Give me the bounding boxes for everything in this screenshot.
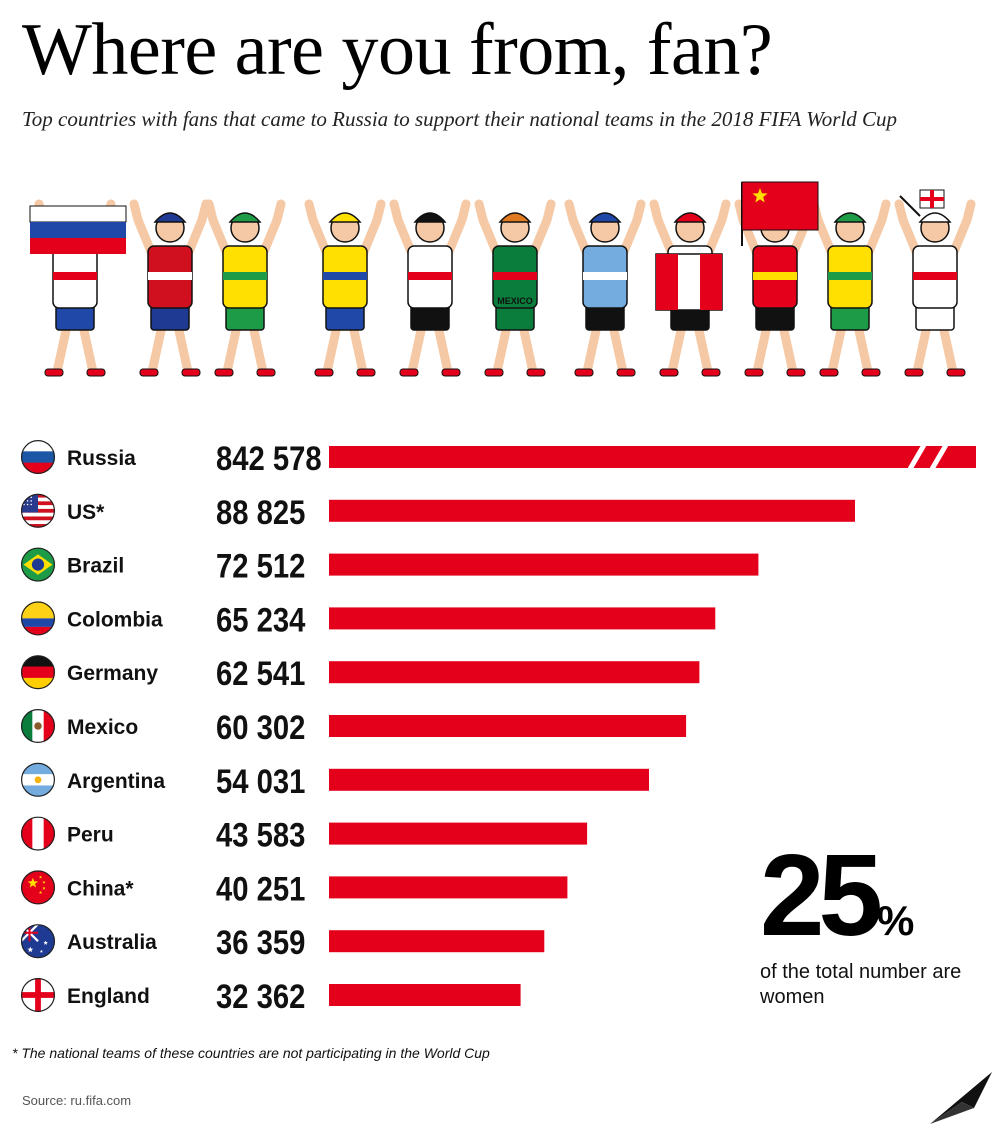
colombia-fan (304, 199, 386, 377)
bar-row-peru: Peru 43 583 (21, 816, 588, 855)
bar (329, 876, 568, 899)
bar-row-us: US* 88 825 (21, 493, 855, 532)
england-flag-pole (899, 189, 945, 217)
mexico-shirt-text: MEXICO (497, 296, 533, 306)
bar-row-argentina: Argentina 54 031 (21, 762, 649, 801)
bar (329, 661, 700, 684)
value-label: 60 302 (216, 708, 305, 747)
australia-flag-icon (21, 924, 55, 959)
women-share-caption: of the total number are women (760, 961, 962, 1008)
category-label: Argentina (67, 770, 165, 793)
category-label: China* (67, 877, 134, 900)
women-share-unit: % (877, 897, 915, 944)
category-label: Brazil (67, 555, 124, 578)
category-label: Mexico (67, 716, 138, 739)
argentina-flag-icon (21, 762, 55, 797)
bar (329, 499, 855, 522)
value-label: 65 234 (216, 600, 306, 639)
peru-flag-icon (21, 816, 55, 851)
bar (329, 822, 588, 845)
bar (329, 930, 545, 953)
source-note: Source: ru.fifa.com (22, 1093, 132, 1108)
value-label: 54 031 (216, 762, 305, 801)
bar (329, 607, 716, 630)
value-label: 842 578 (216, 439, 322, 478)
axis-break-mark (929, 443, 949, 471)
bar (329, 984, 521, 1006)
bar-row-brazil: Brazil 72 512 (21, 547, 759, 586)
value-label: 88 825 (216, 493, 305, 532)
value-label: 72 512 (216, 547, 305, 586)
mexico-fan (474, 199, 556, 377)
bar (329, 446, 976, 468)
value-label: 36 359 (216, 923, 305, 962)
page-title: Where are you from, fan? (22, 9, 773, 91)
us-fan (129, 199, 211, 377)
value-label: 40 251 (216, 869, 305, 908)
fans-illustration: MEXICO (29, 181, 976, 377)
category-label: Colombia (67, 608, 163, 631)
england-flag-icon (21, 978, 55, 1012)
category-label: Germany (67, 662, 158, 685)
china-fan (734, 199, 816, 377)
brazil-fan (204, 199, 286, 377)
sputnik-logo-icon (930, 1072, 992, 1124)
germany-fan (389, 199, 471, 377)
bar-row-germany: Germany 62 541 (21, 654, 700, 693)
russian-flag-banner (29, 205, 127, 254)
bar-row-china: China* 40 251 (21, 869, 568, 908)
germany-flag-icon (21, 655, 55, 690)
brazil-flag-icon (21, 547, 55, 582)
value-label: 62 541 (216, 654, 305, 693)
value-label: 32 362 (216, 977, 305, 1016)
china-flag-pole (741, 181, 819, 246)
bar (329, 768, 649, 791)
england-fan (894, 199, 976, 377)
category-label: England (67, 985, 150, 1008)
china-flag-icon (21, 870, 55, 905)
axis-break-mark (907, 443, 927, 471)
bar (329, 553, 759, 576)
peru-flag-placard (655, 253, 723, 311)
page-subtitle: Top countries with fans that came to Rus… (22, 107, 898, 131)
category-label: Russia (67, 447, 136, 470)
bar (329, 715, 687, 737)
argentina-fan (564, 199, 646, 377)
bar-row-england: England 32 362 (21, 977, 521, 1016)
bar-row-australia: Australia 36 359 (21, 923, 545, 962)
footnote: * The national teams of these countries … (12, 1045, 490, 1061)
category-label: Peru (67, 824, 114, 847)
category-label: Australia (67, 931, 157, 954)
russia-flag-icon (21, 440, 55, 474)
us-flag-icon (21, 493, 55, 528)
mexico-flag-icon (21, 709, 55, 743)
value-label: 43 583 (216, 816, 305, 855)
colombia-flag-icon (21, 601, 55, 636)
women-share-stat: 25% (760, 830, 914, 986)
women-share-number: 25 (760, 830, 883, 960)
bar-row-mexico: Mexico 60 302 (21, 708, 687, 747)
bar-row-russia: Russia 842 578 (21, 439, 976, 478)
category-label: US* (67, 501, 105, 524)
bar-row-colombia: Colombia 65 234 (21, 600, 716, 639)
